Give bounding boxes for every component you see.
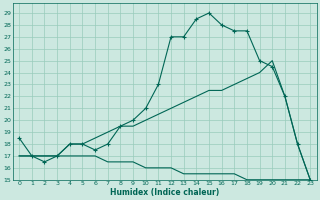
X-axis label: Humidex (Indice chaleur): Humidex (Indice chaleur) xyxy=(110,188,219,197)
